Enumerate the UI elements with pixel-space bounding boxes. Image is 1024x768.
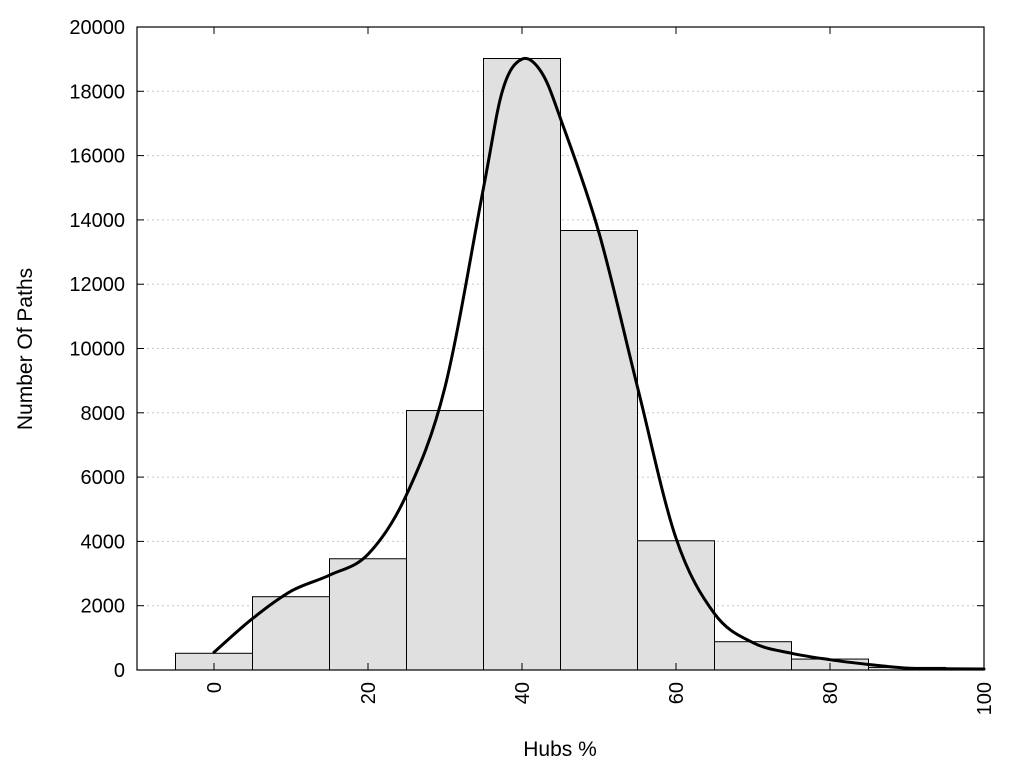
x-tick-label: 100 — [974, 682, 996, 715]
y-tick-label: 0 — [114, 660, 125, 682]
x-axis-title: Hubs % — [523, 738, 597, 761]
x-tick-label: 40 — [512, 682, 534, 704]
y-tick-label: 10000 — [69, 339, 125, 361]
y-axis-title: Number Of Paths — [14, 268, 37, 430]
histogram-bar — [329, 558, 407, 671]
y-tick-label: 16000 — [69, 146, 125, 168]
y-axis-tick-labels: 0 2000 4000 6000 8000 10000 12000 14000 16000 180… — [69, 17, 125, 682]
x-tick-label: 60 — [666, 682, 688, 704]
x-tick-label: 80 — [820, 682, 842, 704]
y-tick-label: 4000 — [81, 531, 126, 553]
x-axis-tick-labels: 0 20 40 60 80 100 — [204, 682, 996, 715]
bars — [175, 58, 985, 671]
y-tick-label: 20000 — [69, 17, 125, 39]
histogram-bar — [714, 641, 792, 671]
y-tick-label: 8000 — [81, 403, 126, 425]
y-tick-label: 12000 — [69, 274, 125, 296]
axis-ticks — [137, 26, 985, 671]
histogram-bar — [560, 230, 638, 671]
y-tick-label: 2000 — [81, 596, 126, 618]
x-tick-label: 20 — [358, 682, 380, 704]
x-tick-label: 0 — [204, 682, 226, 693]
grid — [137, 90, 984, 607]
histogram-bar — [637, 540, 715, 671]
histogram-bar — [406, 410, 484, 671]
y-tick-label: 6000 — [81, 467, 126, 489]
density-curve — [212, 56, 986, 671]
histogram-bar — [483, 58, 561, 671]
y-tick-label: 14000 — [69, 210, 125, 232]
y-tick-label: 18000 — [69, 81, 125, 103]
histogram-bar — [252, 596, 330, 671]
